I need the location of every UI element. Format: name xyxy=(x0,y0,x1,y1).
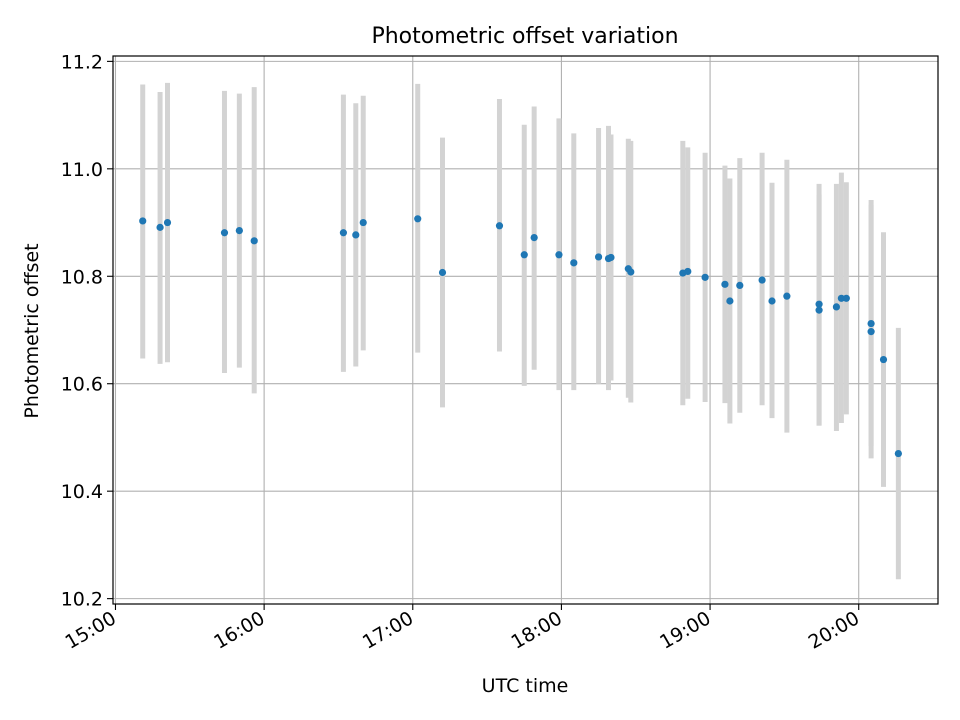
y-tick-label: 11.2 xyxy=(61,51,103,73)
data-point xyxy=(235,227,243,235)
data-point xyxy=(879,355,888,364)
x-axis-label: UTC time xyxy=(482,675,569,697)
data-point xyxy=(359,218,367,227)
y-axis-label: Photometric offset xyxy=(21,243,43,418)
data-point xyxy=(783,292,791,300)
data-point xyxy=(726,297,734,305)
x-tick-label: 17:00 xyxy=(359,607,417,653)
data-point xyxy=(339,229,348,237)
data-point xyxy=(352,231,360,239)
data-point xyxy=(163,218,172,227)
y-tick-label: 10.4 xyxy=(61,481,103,503)
y-tick-label: 10.8 xyxy=(61,266,103,288)
x-tick-label: 16:00 xyxy=(210,607,268,653)
error-bars xyxy=(140,82,901,580)
x-axis-ticks: 15:00 16:00 17:00 18:00 19:00 20:00 xyxy=(62,604,863,654)
data-point xyxy=(894,449,902,458)
data-point xyxy=(250,237,258,245)
y-tick-label: 11.0 xyxy=(61,159,103,181)
plot-frame xyxy=(112,55,939,605)
data-point xyxy=(837,294,845,302)
x-tick-label: 18:00 xyxy=(507,607,565,653)
data-point xyxy=(627,268,635,276)
data-point xyxy=(139,217,147,225)
data-point xyxy=(570,259,578,267)
data-point xyxy=(721,280,729,288)
y-tick-label: 10.2 xyxy=(61,589,103,611)
data-point xyxy=(701,273,709,281)
data-point xyxy=(842,294,850,302)
data-point xyxy=(758,276,766,284)
data-points xyxy=(139,215,902,458)
x-tick-label: 20:00 xyxy=(805,607,863,653)
chart-title: Photometric offset variation xyxy=(371,24,678,49)
y-tick-label: 10.6 xyxy=(61,374,103,396)
x-tick-label: 19:00 xyxy=(656,607,714,653)
data-point xyxy=(414,215,422,223)
data-point xyxy=(684,267,692,276)
data-point xyxy=(520,251,528,259)
y-axis-ticks: 10.2 10.4 10.6 10.8 11.0 11.2 xyxy=(61,51,113,611)
data-point xyxy=(438,268,447,277)
data-point xyxy=(832,303,841,311)
data-point xyxy=(530,233,538,242)
data-point xyxy=(495,222,504,230)
data-point xyxy=(220,229,229,237)
data-point xyxy=(156,223,164,231)
data-point xyxy=(607,253,615,262)
data-point xyxy=(815,306,823,314)
data-point xyxy=(867,328,875,336)
x-tick-label: 15:00 xyxy=(62,607,120,653)
data-point xyxy=(594,253,603,261)
data-point xyxy=(867,319,875,328)
data-point xyxy=(555,251,563,259)
data-point xyxy=(768,297,776,305)
data-point xyxy=(736,281,744,290)
data-point xyxy=(815,300,823,308)
